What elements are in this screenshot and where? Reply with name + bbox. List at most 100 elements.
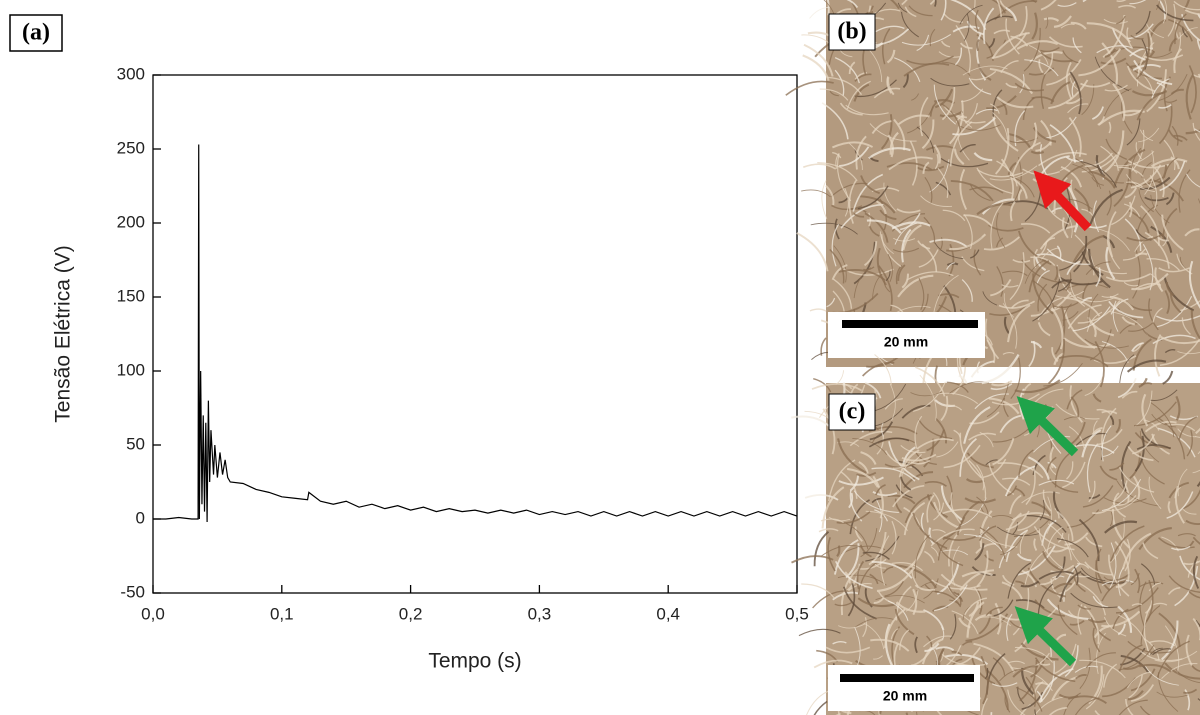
fiber — [992, 657, 1006, 676]
fiber — [1132, 433, 1156, 455]
fiber — [1111, 27, 1146, 61]
fiber — [948, 243, 955, 277]
fiber — [942, 508, 993, 519]
fiber — [1181, 317, 1191, 335]
fiber — [999, 668, 1025, 682]
fiber — [1030, 256, 1056, 266]
fiber — [1070, 396, 1080, 418]
fiber — [975, 108, 998, 115]
fiber — [1038, 479, 1075, 486]
fiber — [801, 583, 835, 599]
fiber — [844, 187, 849, 217]
fiber — [813, 378, 832, 393]
fiber — [1092, 627, 1101, 653]
fiber — [1063, 692, 1081, 715]
fiber — [1025, 466, 1036, 506]
fiber — [1125, 698, 1134, 715]
fiber — [1159, 160, 1186, 192]
fiber — [1139, 581, 1164, 588]
fiber — [869, 123, 917, 142]
fiber — [963, 597, 987, 616]
fiber — [1161, 214, 1184, 251]
fiber — [1009, 494, 1022, 515]
fiber — [1131, 342, 1144, 352]
fiber — [946, 381, 969, 393]
fiber — [870, 638, 910, 652]
fiber — [1050, 307, 1064, 350]
fiber — [1159, 338, 1200, 366]
fiber — [1086, 311, 1103, 332]
fiber — [1046, 598, 1091, 621]
fiber — [1118, 644, 1155, 671]
fiber — [1087, 259, 1127, 275]
fiber — [1124, 218, 1142, 252]
y-axis-label: Tensão Elétrica (V) — [52, 245, 75, 422]
fiber — [1063, 562, 1081, 602]
fiber — [1029, 51, 1063, 63]
fiber — [1028, 340, 1036, 367]
fiber — [1145, 23, 1165, 39]
fiber — [1191, 664, 1200, 673]
fiber — [1101, 478, 1142, 511]
fiber — [900, 444, 926, 454]
fiber — [1086, 443, 1099, 493]
fiber — [1158, 103, 1172, 109]
fiber — [1170, 156, 1180, 170]
fiber — [1173, 48, 1183, 74]
fiber — [1054, 305, 1066, 355]
fiber — [848, 492, 854, 509]
fiber — [1166, 491, 1194, 519]
fiber — [1126, 65, 1156, 93]
fiber — [853, 83, 870, 102]
fiber — [935, 181, 952, 196]
fiber — [1039, 224, 1079, 250]
fiber — [1157, 427, 1196, 458]
fiber — [1023, 27, 1041, 72]
fiber — [1102, 235, 1116, 249]
fiber — [946, 475, 953, 506]
fiber — [826, 297, 836, 308]
fiber — [906, 55, 954, 65]
fiber — [1138, 527, 1172, 551]
fiber — [1105, 273, 1151, 282]
fiber — [1132, 64, 1161, 72]
fiber — [1051, 279, 1071, 289]
fiber — [958, 374, 968, 385]
fiber — [1053, 301, 1079, 309]
fiber — [1192, 536, 1200, 545]
fiber — [914, 584, 936, 592]
fiber — [822, 408, 836, 455]
fiber — [854, 526, 863, 542]
fiber — [1016, 553, 1032, 562]
fiber — [1146, 258, 1180, 271]
fiber — [874, 354, 892, 386]
fiber — [835, 152, 840, 169]
fiber — [1119, 323, 1138, 334]
fiber — [1179, 555, 1200, 581]
fiber — [902, 224, 922, 251]
fiber — [1073, 575, 1086, 593]
fiber — [1185, 73, 1195, 120]
fiber — [821, 180, 828, 220]
fiber — [1030, 122, 1038, 150]
fiber — [1046, 496, 1053, 534]
fiber — [964, 497, 996, 504]
fiber — [833, 539, 859, 575]
fiber — [1123, 281, 1139, 287]
fiber — [950, 492, 962, 524]
fiber — [1074, 187, 1091, 212]
fiber — [1167, 18, 1193, 42]
fiber — [1109, 573, 1130, 582]
fiber — [1138, 127, 1160, 143]
fiber — [1100, 57, 1127, 65]
fiber — [918, 249, 939, 268]
fiber — [1069, 620, 1085, 626]
fiber — [834, 601, 853, 607]
panel-label: (a) — [22, 20, 50, 46]
fiber — [1126, 23, 1154, 40]
fiber — [983, 236, 1020, 251]
fiber — [949, 599, 961, 606]
x-axis-label: Tempo (s) — [428, 650, 521, 673]
fiber — [990, 383, 1013, 391]
fiber — [839, 49, 853, 58]
